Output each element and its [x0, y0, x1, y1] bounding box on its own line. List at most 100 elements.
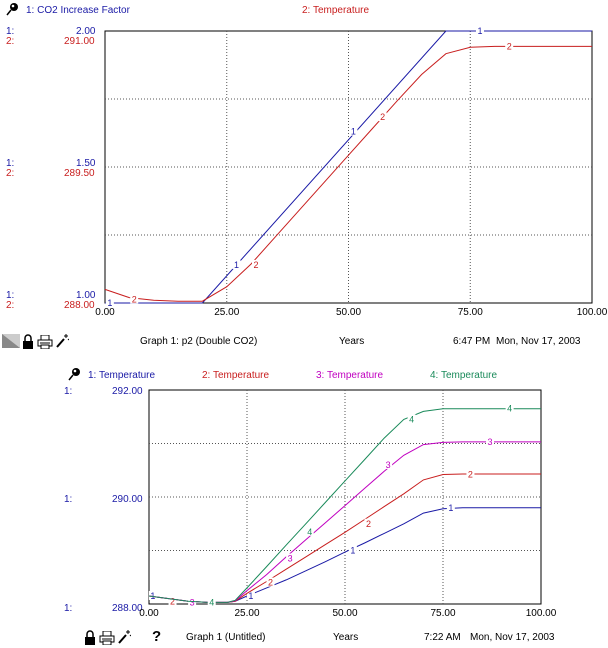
axis-row-mid-label-1: 1: [6, 158, 15, 169]
legend-series-1: 1: Temperature [88, 370, 156, 381]
series-marker-bg-1 [446, 503, 455, 513]
series-marker-1: 1 [107, 298, 112, 308]
series-marker-bg-1 [349, 126, 358, 136]
series-marker-bg-1 [475, 26, 484, 35]
x-tick-label: 50.00 [332, 608, 357, 619]
lock-icon[interactable] [22, 334, 34, 352]
axis-row-mid-label-2: 2: [6, 168, 15, 179]
x-tick-label: 100.00 [577, 307, 608, 318]
axis-row-top-label-1: 1: [64, 386, 73, 397]
x-tick-label: 75.00 [430, 608, 455, 619]
graph-2-date: Mon, Nov 17, 2003 [470, 632, 555, 643]
legend-series-4: 4: Temperature [430, 370, 498, 381]
series-marker-bg-2 [130, 294, 139, 304]
x-tick-label: 25.00 [234, 608, 259, 619]
series-marker-2: 2 [380, 112, 385, 122]
series-marker-3: 3 [386, 460, 391, 470]
graph-2-plot: 0.00 25.00 50.00 75.00 100.00 1 1 1 1 2 2 2 2 3 3 3 3 4 4 4… [139, 389, 557, 619]
printer-icon[interactable] [99, 630, 115, 648]
series-marker-bg-1 [348, 545, 357, 555]
x-tick-label: 0.00 [139, 608, 159, 619]
x-tick-label: 50.00 [336, 307, 361, 318]
resize-corner-icon[interactable] [2, 334, 20, 351]
help-icon[interactable]: ? [152, 628, 162, 645]
series-marker-bg-2 [251, 259, 260, 269]
pushpin-icon[interactable] [68, 367, 82, 384]
series-marker-1: 1 [448, 503, 453, 513]
series-marker-bg-1 [246, 590, 255, 600]
axis-row-top-value-2: 291.00 [64, 36, 95, 47]
series-marker-bg-3 [286, 553, 295, 563]
axis-row-mid-value-1: 290.00 [112, 494, 143, 505]
series-line-4 [148, 408, 541, 603]
legend-series-2: 2: Temperature [202, 370, 270, 381]
legend-series-3: 3: Temperature [316, 370, 384, 381]
graph-2-time: 7:22 AM [424, 632, 461, 643]
series-marker-bg-3 [384, 459, 393, 469]
series-marker-1: 1 [150, 591, 155, 601]
axis-row-bot-label-1: 1: [64, 603, 73, 614]
series-marker-1: 1 [477, 26, 482, 36]
series-line-2 [148, 473, 541, 603]
series-marker-2: 2 [366, 519, 371, 529]
series-line-1 [105, 30, 592, 304]
axis-row-bot-label-1: 1: [6, 290, 15, 301]
axis-row-top-label-2: 2: [6, 36, 15, 47]
axis-row-mid-value-2: 289.50 [64, 168, 95, 179]
graph-1-title: Graph 1: p2 (Double CO2) [140, 336, 258, 347]
graph-1-plot: 0.00 25.00 50.00 75.00 100.00 1 1 1 1 2 2 2 2 [95, 26, 608, 318]
series-marker-bg-3 [486, 436, 495, 446]
legend-series-1: 1: CO2 Increase Factor [26, 5, 130, 16]
series-marker-1: 1 [248, 591, 253, 601]
series-marker-3: 3 [190, 597, 195, 607]
magic-wand-icon[interactable] [55, 334, 70, 352]
series-marker-4: 4 [307, 527, 312, 537]
axis-row-mid-value-1: 1.50 [76, 158, 96, 169]
series-marker-bg-2 [378, 112, 387, 122]
graph-1-date: Mon, Nov 17, 2003 [496, 336, 581, 347]
series-marker-2: 2 [132, 294, 137, 304]
series-marker-2: 2 [268, 578, 273, 588]
printer-icon[interactable] [37, 334, 53, 352]
series-marker-bg-1 [232, 259, 241, 269]
axis-row-bot-value-1: 1.00 [76, 290, 96, 301]
series-marker-bg-2 [266, 577, 275, 587]
axis-row-bot-value-2: 288.00 [64, 300, 95, 311]
x-tick-label: 25.00 [214, 307, 239, 318]
series-marker-2: 2 [468, 470, 473, 480]
series-marker-bg-2 [168, 596, 177, 606]
series-marker-2: 2 [507, 41, 512, 51]
series-marker-bg-4 [407, 414, 416, 424]
series-marker-4: 4 [209, 597, 214, 607]
axis-row-top-label-1: 1: [6, 26, 15, 37]
series-marker-2: 2 [253, 260, 258, 270]
series-marker-3: 3 [288, 554, 293, 564]
series-marker-bg-4 [207, 597, 216, 607]
series-marker-bg-2 [505, 41, 514, 51]
axis-row-bot-label-2: 2: [6, 300, 15, 311]
legend-series-2: 2: Temperature [302, 5, 370, 16]
magic-wand-icon[interactable] [117, 630, 132, 648]
graph-2-title: Graph 1 (Untitled) [186, 632, 266, 643]
graph-2-x-unit: Years [333, 632, 359, 643]
axis-row-mid-label-1: 1: [64, 494, 73, 505]
x-tick-label: 100.00 [526, 608, 557, 619]
series-marker-4: 4 [507, 404, 512, 414]
series-marker-3: 3 [488, 437, 493, 447]
series-marker-bg-2 [364, 518, 373, 528]
series-marker-bg-2 [466, 469, 475, 479]
x-tick-label: 0.00 [95, 307, 115, 318]
x-tick-label: 75.00 [458, 307, 483, 318]
series-marker-1: 1 [351, 127, 356, 137]
lock-icon[interactable] [84, 630, 96, 648]
series-marker-1: 1 [350, 546, 355, 556]
series-marker-bg-4 [505, 403, 514, 413]
graph-1-x-unit: Years [339, 336, 365, 347]
axis-row-bot-value-1: 288.00 [112, 603, 143, 614]
pushpin-icon[interactable] [6, 2, 20, 19]
series-marker-bg-1 [105, 298, 114, 307]
series-marker-2: 2 [170, 596, 175, 606]
series-marker-1: 1 [234, 260, 239, 270]
series-marker-4: 4 [409, 414, 414, 424]
axis-row-top-value-1: 2.00 [76, 26, 96, 37]
